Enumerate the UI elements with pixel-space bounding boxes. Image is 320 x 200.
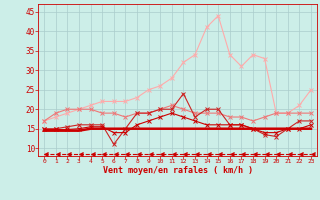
X-axis label: Vent moyen/en rafales ( km/h ): Vent moyen/en rafales ( km/h ) <box>103 166 252 175</box>
